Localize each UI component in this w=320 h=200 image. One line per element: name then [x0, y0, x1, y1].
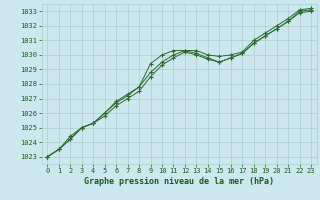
X-axis label: Graphe pression niveau de la mer (hPa): Graphe pression niveau de la mer (hPa)	[84, 177, 274, 186]
